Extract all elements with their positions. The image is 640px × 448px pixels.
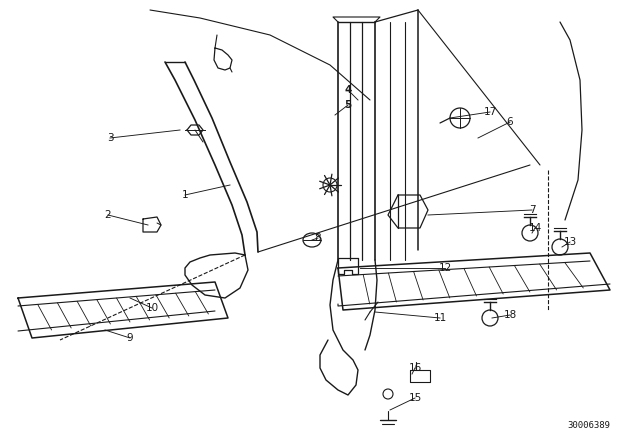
Text: 9: 9: [127, 333, 133, 343]
Circle shape: [552, 239, 568, 255]
Circle shape: [522, 225, 538, 241]
Text: 4: 4: [344, 85, 352, 95]
Text: 13: 13: [563, 237, 577, 247]
Text: 1: 1: [182, 190, 188, 200]
Text: 2: 2: [105, 210, 111, 220]
Text: 15: 15: [408, 393, 422, 403]
Text: 6: 6: [507, 117, 513, 127]
Text: 10: 10: [145, 303, 159, 313]
Text: 16: 16: [408, 363, 422, 373]
Text: 3: 3: [107, 133, 113, 143]
Text: 14: 14: [529, 223, 541, 233]
Text: 30006389: 30006389: [567, 421, 610, 430]
Circle shape: [482, 310, 498, 326]
Text: 18: 18: [504, 310, 516, 320]
Text: 8: 8: [315, 233, 321, 243]
Text: 7: 7: [529, 205, 535, 215]
Text: 5: 5: [344, 100, 351, 110]
Text: 12: 12: [438, 263, 452, 273]
Text: 11: 11: [433, 313, 447, 323]
Text: 17: 17: [483, 107, 497, 117]
